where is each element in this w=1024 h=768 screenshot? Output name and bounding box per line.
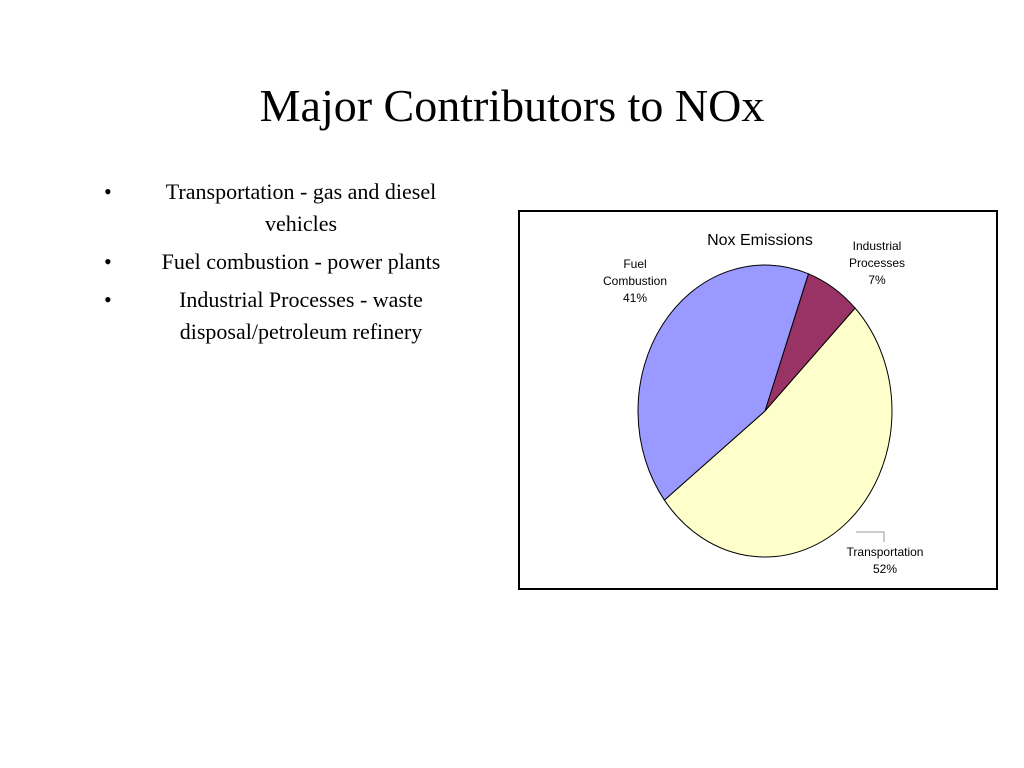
pie-slice-transportation xyxy=(663,307,893,558)
slide-title: Major Contributors to NOx xyxy=(259,80,765,131)
slice-label-line: Combustion xyxy=(602,274,668,288)
bullet-glyph: • xyxy=(104,287,112,312)
pie-chart: Nox Emissions Industrial Processes 7% Trans… xyxy=(518,210,998,590)
bullet-item: • Industrial Processes - waste disposal/… xyxy=(94,284,474,348)
bullet-list: • Transportation - gas and diesel vehicl… xyxy=(94,176,474,354)
bullet-glyph: • xyxy=(104,249,112,274)
chart-title: Nox Emissions xyxy=(707,232,813,249)
bullet-text: Industrial Processes - waste disposal/pe… xyxy=(179,287,423,344)
slice-value-label: 52% xyxy=(872,562,898,576)
slice-label-line: Industrial xyxy=(852,239,902,253)
bullet-item: • Transportation - gas and diesel vehicl… xyxy=(94,176,474,240)
slice-value-label: 7% xyxy=(868,273,886,287)
bullet-item: • Fuel combustion - power plants xyxy=(94,246,474,278)
slice-label-line: Transportation xyxy=(846,545,924,559)
slice-label-line: Processes xyxy=(848,256,906,270)
bullet-glyph: • xyxy=(104,179,112,204)
pie-chart-svg xyxy=(637,264,893,558)
bullet-text: Fuel combustion - power plants xyxy=(161,249,441,274)
leader-line xyxy=(856,531,885,542)
pie-slice-fuel-combustion xyxy=(637,264,810,501)
bullet-text: Transportation - gas and diesel vehicles xyxy=(165,179,437,236)
slice-label-line: Fuel xyxy=(623,257,647,271)
slice-label-fuel-combustion: Fuel Combustion 41% xyxy=(580,256,690,307)
slice-value-label: 41% xyxy=(622,291,648,305)
slice-label-industrial-processes: Industrial Processes 7% xyxy=(822,238,932,289)
slice-label-transportation: Transportation 52% xyxy=(830,544,940,578)
